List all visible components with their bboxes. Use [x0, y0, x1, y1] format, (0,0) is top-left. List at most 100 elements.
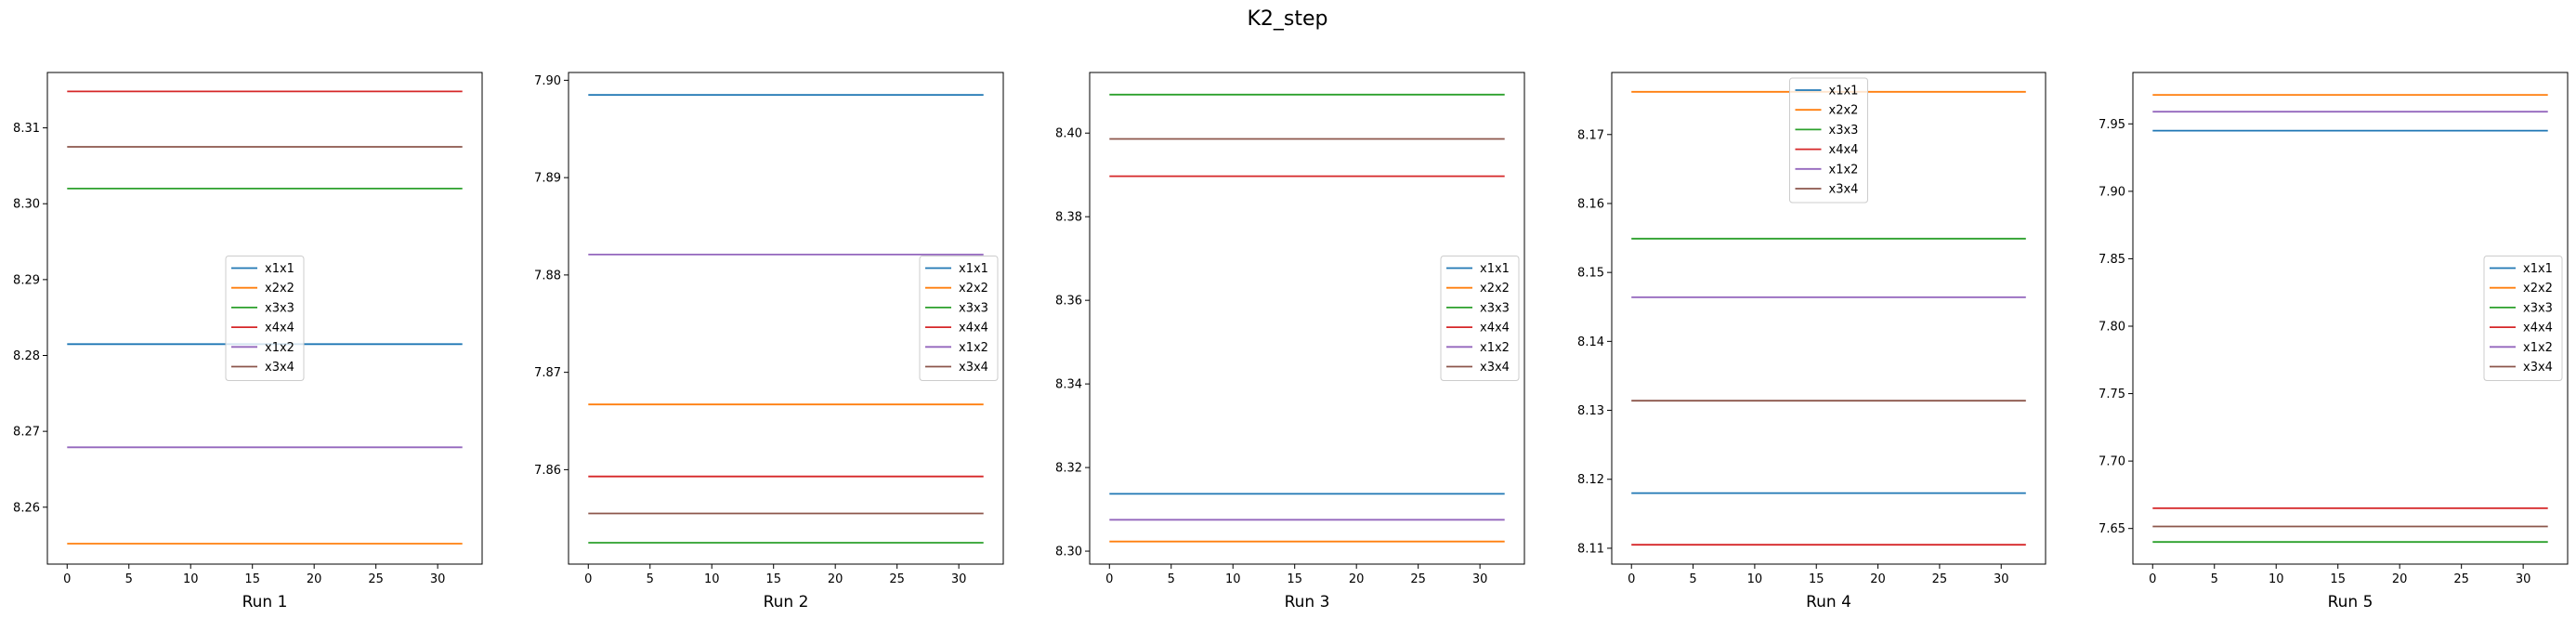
legend-label-x4x4: x4x4 — [1480, 322, 1510, 335]
x-tick-label: 5 — [1689, 572, 1696, 586]
legend-label-x2x2: x2x2 — [1829, 104, 1859, 118]
x-axis-label: Run 3 — [1285, 593, 1330, 611]
subplot-run-3: 0 5 10 15 20 25 30 8.30 8.32 8.34 8.36 8.38 8.40 Run … — [1055, 72, 1525, 611]
legend-label-x3x4: x3x4 — [2523, 361, 2553, 375]
legend-label-x1x1: x1x1 — [2523, 262, 2553, 276]
x-tick-label: 25 — [1410, 572, 1426, 586]
axes-frame — [568, 72, 1004, 565]
y-tick-label: 8.32 — [1055, 462, 1082, 476]
y-tick-label: 7.85 — [2099, 253, 2125, 267]
legend: x1x1 x2x2 x3x3 x4x4 x1x2 x3x4 — [2483, 256, 2563, 381]
subplot-run-2: 0 5 10 15 20 25 30 7.86 7.87 7.88 7.89 7.90 Run 2 x1x… — [534, 72, 1004, 611]
x-tick-label: 15 — [1287, 572, 1302, 586]
x-axis-label: Run 5 — [2328, 593, 2373, 611]
figure-title: K2_step — [1247, 7, 1327, 31]
y-tick-label: 7.65 — [2099, 522, 2125, 536]
x-tick-label: 20 — [828, 572, 843, 586]
x-tick-label: 25 — [2453, 572, 2469, 586]
x-tick-label: 15 — [765, 572, 781, 586]
x-tick-label: 30 — [2516, 572, 2531, 586]
y-tick-label: 8.27 — [13, 426, 40, 440]
axes-frame — [1611, 72, 2046, 565]
x-tick-label: 10 — [1747, 572, 1763, 586]
legend-label-x4x4: x4x4 — [1829, 143, 1859, 157]
axes-frame — [46, 72, 483, 565]
x-axis-label: Run 2 — [764, 593, 809, 611]
x-tick-label: 15 — [244, 572, 260, 586]
legend-label-x4x4: x4x4 — [265, 322, 294, 335]
legend-label-x3x3: x3x3 — [1480, 301, 1510, 315]
y-tick-label: 8.17 — [1577, 128, 1604, 142]
axes-frame — [1089, 72, 1525, 565]
legend-label-x1x2: x1x2 — [265, 341, 294, 355]
legend-label-x4x4: x4x4 — [2523, 322, 2553, 335]
y-tick-label: 7.88 — [534, 269, 561, 283]
legend-label-x1x1: x1x1 — [959, 262, 988, 276]
legend-label-x3x4: x3x4 — [265, 361, 294, 375]
x-tick-label: 20 — [307, 572, 322, 586]
legend-label-x3x4: x3x4 — [1829, 183, 1859, 197]
y-tick-label: 8.40 — [1055, 127, 1082, 141]
y-tick-label: 8.12 — [1577, 473, 1604, 487]
x-tick-label: 0 — [2149, 572, 2156, 586]
legend-label-x1x1: x1x1 — [1829, 85, 1859, 99]
legend: x1x1 x2x2 x3x3 x4x4 x1x2 x3x4 — [225, 256, 305, 381]
y-tick-label: 7.90 — [534, 74, 561, 88]
legend-label-x3x3: x3x3 — [265, 301, 294, 315]
x-axis-label: Run 1 — [242, 593, 288, 611]
y-tick-label: 8.14 — [1577, 335, 1604, 349]
legend-label-x1x2: x1x2 — [1480, 341, 1510, 355]
x-tick-label: 10 — [2269, 572, 2284, 586]
x-tick-label: 30 — [1472, 572, 1488, 586]
x-tick-label: 30 — [430, 572, 446, 586]
y-tick-label: 7.95 — [2099, 118, 2125, 132]
y-tick-label: 8.28 — [13, 349, 40, 363]
x-tick-label: 30 — [951, 572, 967, 586]
legend-label-x1x1: x1x1 — [1480, 262, 1510, 276]
x-tick-label: 25 — [368, 572, 384, 586]
y-tick-label: 8.15 — [1577, 267, 1604, 281]
x-tick-label: 5 — [647, 572, 654, 586]
y-tick-label: 8.16 — [1577, 197, 1604, 211]
legend-label-x1x2: x1x2 — [1829, 163, 1859, 177]
subplot-run-5: 0 5 10 15 20 25 30 7.65 7.70 7.75 7.80 7.85 7.90 7.95… — [2099, 72, 2569, 611]
x-tick-label: 10 — [704, 572, 720, 586]
y-tick-label: 7.75 — [2099, 388, 2125, 401]
y-tick-label: 7.70 — [2099, 455, 2125, 469]
legend: x1x1 x2x2 x3x3 x4x4 x1x2 x3x4 — [1440, 256, 1520, 381]
y-tick-label: 8.30 — [13, 198, 40, 212]
subplot-run-4: 0 5 10 15 20 25 30 8.11 8.12 8.13 8.14 8.15 8.16 8.17… — [1577, 72, 2046, 611]
x-tick-label: 0 — [1628, 572, 1635, 586]
x-axis-label: Run 4 — [1806, 593, 1851, 611]
legend-label-x2x2: x2x2 — [265, 282, 294, 296]
y-tick-label: 8.36 — [1055, 295, 1082, 309]
x-tick-label: 15 — [2330, 572, 2346, 586]
legend: x1x1 x2x2 x3x3 x4x4 x1x2 x3x4 — [1789, 77, 1868, 204]
legend-label-x3x3: x3x3 — [2523, 301, 2553, 315]
legend-label-x1x1: x1x1 — [265, 262, 294, 276]
x-tick-label: 20 — [1349, 572, 1365, 586]
y-tick-label: 8.31 — [13, 122, 40, 136]
y-tick-label: 8.30 — [1055, 546, 1082, 559]
subplots: 0 5 10 15 20 25 30 8.26 8.27 8.28 8.29 8.30 8.31 Run … — [13, 72, 2569, 611]
y-tick-label: 8.38 — [1055, 211, 1082, 225]
subplot-run-1: 0 5 10 15 20 25 30 8.26 8.27 8.28 8.29 8.30 8.31 Run … — [13, 72, 483, 611]
x-tick-label: 5 — [2211, 572, 2218, 586]
y-tick-label: 8.29 — [13, 273, 40, 287]
x-tick-label: 10 — [183, 572, 199, 586]
x-tick-label: 0 — [63, 572, 71, 586]
x-tick-label: 15 — [1809, 572, 1824, 586]
legend-label-x4x4: x4x4 — [959, 322, 988, 335]
y-tick-label: 7.80 — [2099, 320, 2125, 334]
y-tick-label: 8.11 — [1577, 542, 1604, 556]
legend-label-x2x2: x2x2 — [959, 282, 988, 296]
y-tick-label: 8.34 — [1055, 378, 1082, 392]
legend-label-x1x2: x1x2 — [959, 341, 988, 355]
x-tick-label: 5 — [125, 572, 133, 586]
legend-label-x3x4: x3x4 — [959, 361, 988, 375]
y-tick-label: 7.90 — [2099, 185, 2125, 199]
y-tick-label: 8.13 — [1577, 404, 1604, 418]
legend-label-x2x2: x2x2 — [2523, 282, 2553, 296]
